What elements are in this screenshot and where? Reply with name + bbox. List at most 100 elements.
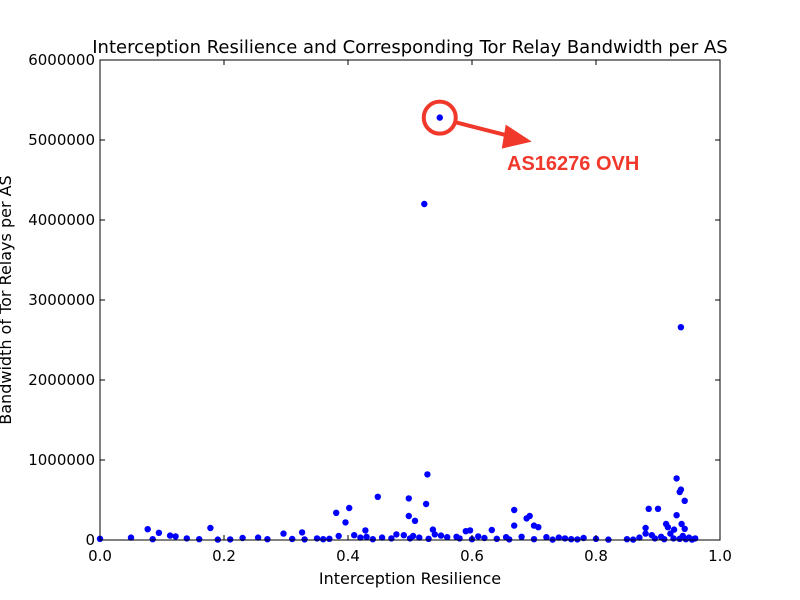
chart-title: Interception Resilience and Correspondin…: [92, 37, 727, 58]
data-point: [530, 536, 538, 543]
data-point: [456, 535, 463, 542]
data-point: [664, 524, 672, 531]
data-point: [488, 526, 495, 534]
x-tick-label: 0.4: [336, 547, 360, 565]
data-point: [320, 536, 327, 543]
data-point: [511, 506, 518, 514]
data-point: [378, 534, 386, 541]
x-tick-label: 0.2: [212, 547, 236, 565]
data-point: [555, 534, 562, 541]
data-point: [661, 536, 668, 543]
y-tick-label: 1000000: [28, 451, 95, 469]
data-point: [511, 522, 518, 529]
data-point: [388, 535, 395, 542]
data-point: [301, 536, 308, 543]
data-point: [678, 520, 685, 528]
data-point: [313, 535, 321, 542]
data-point: [362, 527, 369, 534]
data-point: [673, 475, 680, 482]
y-tick-label: 3000000: [28, 291, 95, 309]
data-point: [651, 535, 659, 542]
data-point: [155, 529, 163, 536]
x-axis-ticks: 0.0 0.2 0.4 0.6 0.8 1.0: [88, 60, 732, 565]
data-point: [149, 536, 156, 543]
y-tick-label: 4000000: [28, 211, 95, 229]
data-point: [425, 535, 432, 542]
plot-frame: [99, 59, 721, 541]
data-point: [654, 505, 662, 512]
x-tick-label: 0.8: [584, 547, 608, 565]
data-point: [429, 526, 437, 533]
data-point: [326, 535, 333, 542]
data-point: [183, 535, 190, 542]
data-point: [424, 471, 431, 478]
x-tick-label: 1.0: [708, 547, 732, 565]
data-point: [636, 534, 643, 541]
data-point: [363, 533, 370, 540]
data-point: [374, 493, 381, 500]
data-point: [335, 532, 342, 540]
data-point: [405, 512, 412, 520]
data-point: [416, 534, 423, 541]
data-point: [280, 530, 287, 537]
data-point: [422, 500, 430, 508]
data-point: [676, 535, 683, 542]
data-point: [506, 536, 513, 543]
data-point: [681, 497, 688, 504]
data-point: [357, 534, 364, 541]
data-point: [466, 527, 474, 534]
data-point: [436, 114, 443, 121]
data-point: [369, 536, 376, 543]
data-point: [166, 532, 174, 539]
annotation-label: AS16276 OVH: [507, 153, 639, 175]
y-tick-label: 0: [85, 531, 95, 549]
data-point: [667, 530, 674, 537]
data-point: [535, 524, 542, 531]
data-point: [673, 512, 680, 519]
data-point: [574, 536, 581, 543]
data-point: [289, 535, 296, 543]
data-point: [642, 524, 649, 532]
data-point: [411, 517, 419, 524]
data-point: [207, 524, 214, 532]
data-point: [493, 535, 500, 542]
data-point: [405, 495, 412, 502]
data-point: [681, 525, 688, 532]
data-point: [475, 533, 482, 540]
y-axis-ticks: 0 1000000 2000000 3000000 4000000 5000000 6000…: [28, 51, 720, 549]
data-point: [333, 509, 340, 516]
data-point: [342, 519, 349, 526]
x-axis-label: Interception Resilience: [319, 569, 501, 588]
data-point: [172, 533, 179, 540]
data-point: [393, 531, 400, 538]
data-point: [568, 536, 575, 543]
data-point: [406, 535, 414, 542]
data-point: [264, 536, 271, 543]
x-tick-label: 0.0: [88, 547, 112, 565]
y-axis-label: Bandwidth of Tor Relays per AS: [0, 175, 15, 424]
data-point: [351, 532, 358, 539]
data-point: [670, 535, 677, 542]
data-point: [518, 533, 525, 540]
data-point: [400, 532, 407, 539]
y-tick-label: 2000000: [28, 371, 95, 389]
y-tick-label: 5000000: [28, 131, 95, 149]
data-point: [437, 532, 445, 539]
data-point: [444, 534, 451, 541]
data-point: [645, 505, 652, 512]
data-point: [227, 536, 234, 543]
data-point: [127, 534, 135, 541]
data-point: [561, 535, 569, 542]
data-point: [543, 534, 550, 541]
data-point: [523, 515, 530, 522]
annotation: AS16276 OVH: [421, 99, 639, 175]
y-tick-label: 6000000: [28, 51, 95, 69]
highlight-circle: [421, 99, 458, 136]
data-point: [196, 536, 203, 543]
data-points: [96, 114, 699, 543]
data-point: [421, 200, 428, 208]
annotation-arrow-shaft: [456, 120, 509, 138]
data-point: [676, 488, 683, 496]
data-point: [642, 530, 649, 537]
